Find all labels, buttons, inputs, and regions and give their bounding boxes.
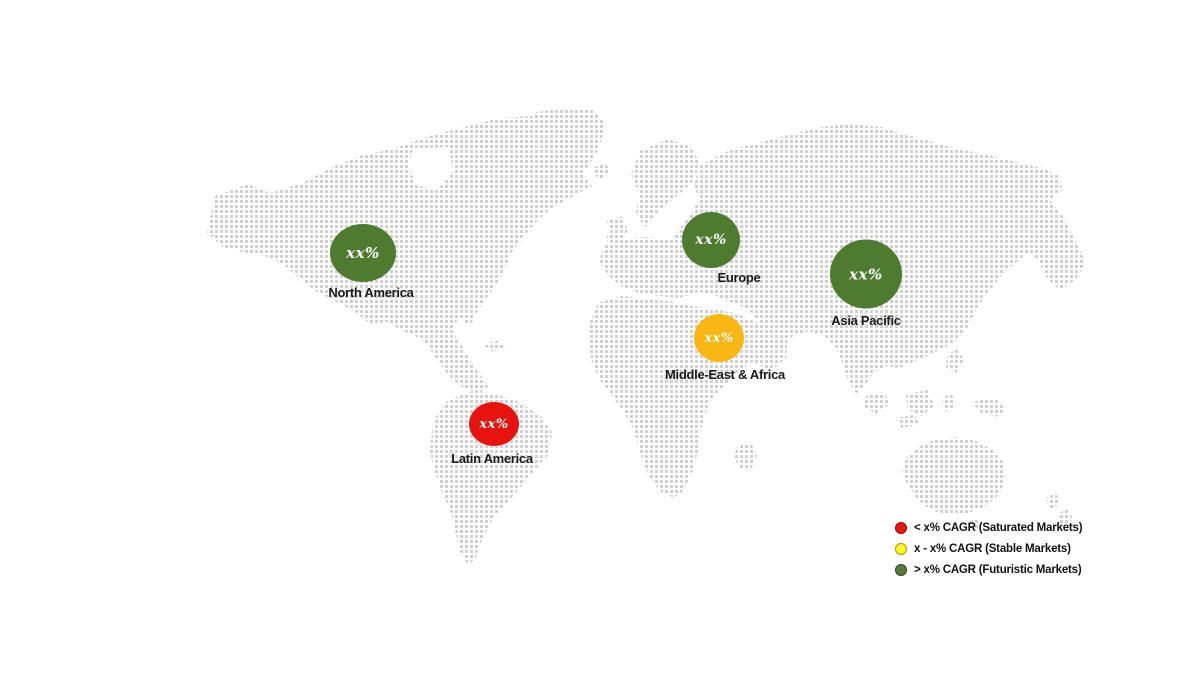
- island-new-zealand-north: [1046, 492, 1060, 510]
- island-madagascar: [734, 441, 757, 472]
- island-tasmania: [968, 519, 981, 531]
- cagr-legend: < x% CAGR (Saturated Markets) x - x% CAG…: [895, 521, 1083, 584]
- region-cagr-value: xx%: [346, 244, 380, 262]
- island-greenland: [531, 108, 606, 183]
- legend-dot-icon: [895, 521, 907, 534]
- island-sulawesi: [941, 394, 956, 412]
- legend-item-saturated: < x% CAGR (Saturated Markets): [895, 521, 1083, 534]
- continent-australia: [902, 437, 1006, 515]
- island-new-guinea: [972, 398, 1006, 417]
- legend-item-label: x - x% CAGR (Stable Markets): [914, 542, 1071, 555]
- legend-item-stable: x - x% CAGR (Stable Markets): [895, 542, 1082, 555]
- region-bubble[interactable]: xx%: [469, 402, 519, 446]
- legend-dot-icon: [895, 563, 907, 576]
- region-cagr-value: xx%: [849, 265, 883, 283]
- region-bubble[interactable]: xx%: [694, 314, 744, 362]
- region-bubble[interactable]: xx%: [682, 212, 740, 268]
- continent-south-america: [430, 392, 552, 565]
- region-cagr-value: xx%: [479, 416, 509, 432]
- island-philippines: [946, 347, 964, 373]
- legend-dot-icon: [895, 542, 907, 555]
- region-label: Europe: [717, 270, 761, 285]
- region-cagr-value: xx%: [704, 330, 734, 346]
- region-cagr-value: xx%: [695, 232, 727, 248]
- island-cuba: [482, 341, 506, 352]
- region-bubble[interactable]: xx%: [830, 239, 902, 309]
- island-sumatra: [864, 392, 890, 414]
- island-new-zealand-south: [1057, 508, 1073, 528]
- hudson-bay-cutout: [408, 147, 453, 189]
- region-label: North America: [328, 285, 414, 300]
- island-japan: [1001, 211, 1025, 255]
- region-scandinavia: [631, 139, 701, 228]
- legend-item-label: > x% CAGR (Futuristic Markets): [914, 563, 1082, 576]
- region-bubble[interactable]: xx%: [330, 224, 396, 282]
- region-label: Latin America: [451, 451, 533, 466]
- island-java: [895, 415, 920, 428]
- island-iceland: [593, 163, 610, 179]
- legend-item-label: < x% CAGR (Saturated Markets): [914, 521, 1083, 534]
- island-borneo: [906, 390, 934, 416]
- region-label: Asia Pacific: [831, 313, 901, 328]
- island-uk: [606, 216, 628, 246]
- continent-north-america: [207, 116, 592, 394]
- legend-item-futuristic: > x% CAGR (Futuristic Markets): [895, 563, 1082, 576]
- region-label: Middle-East & Africa: [665, 367, 785, 382]
